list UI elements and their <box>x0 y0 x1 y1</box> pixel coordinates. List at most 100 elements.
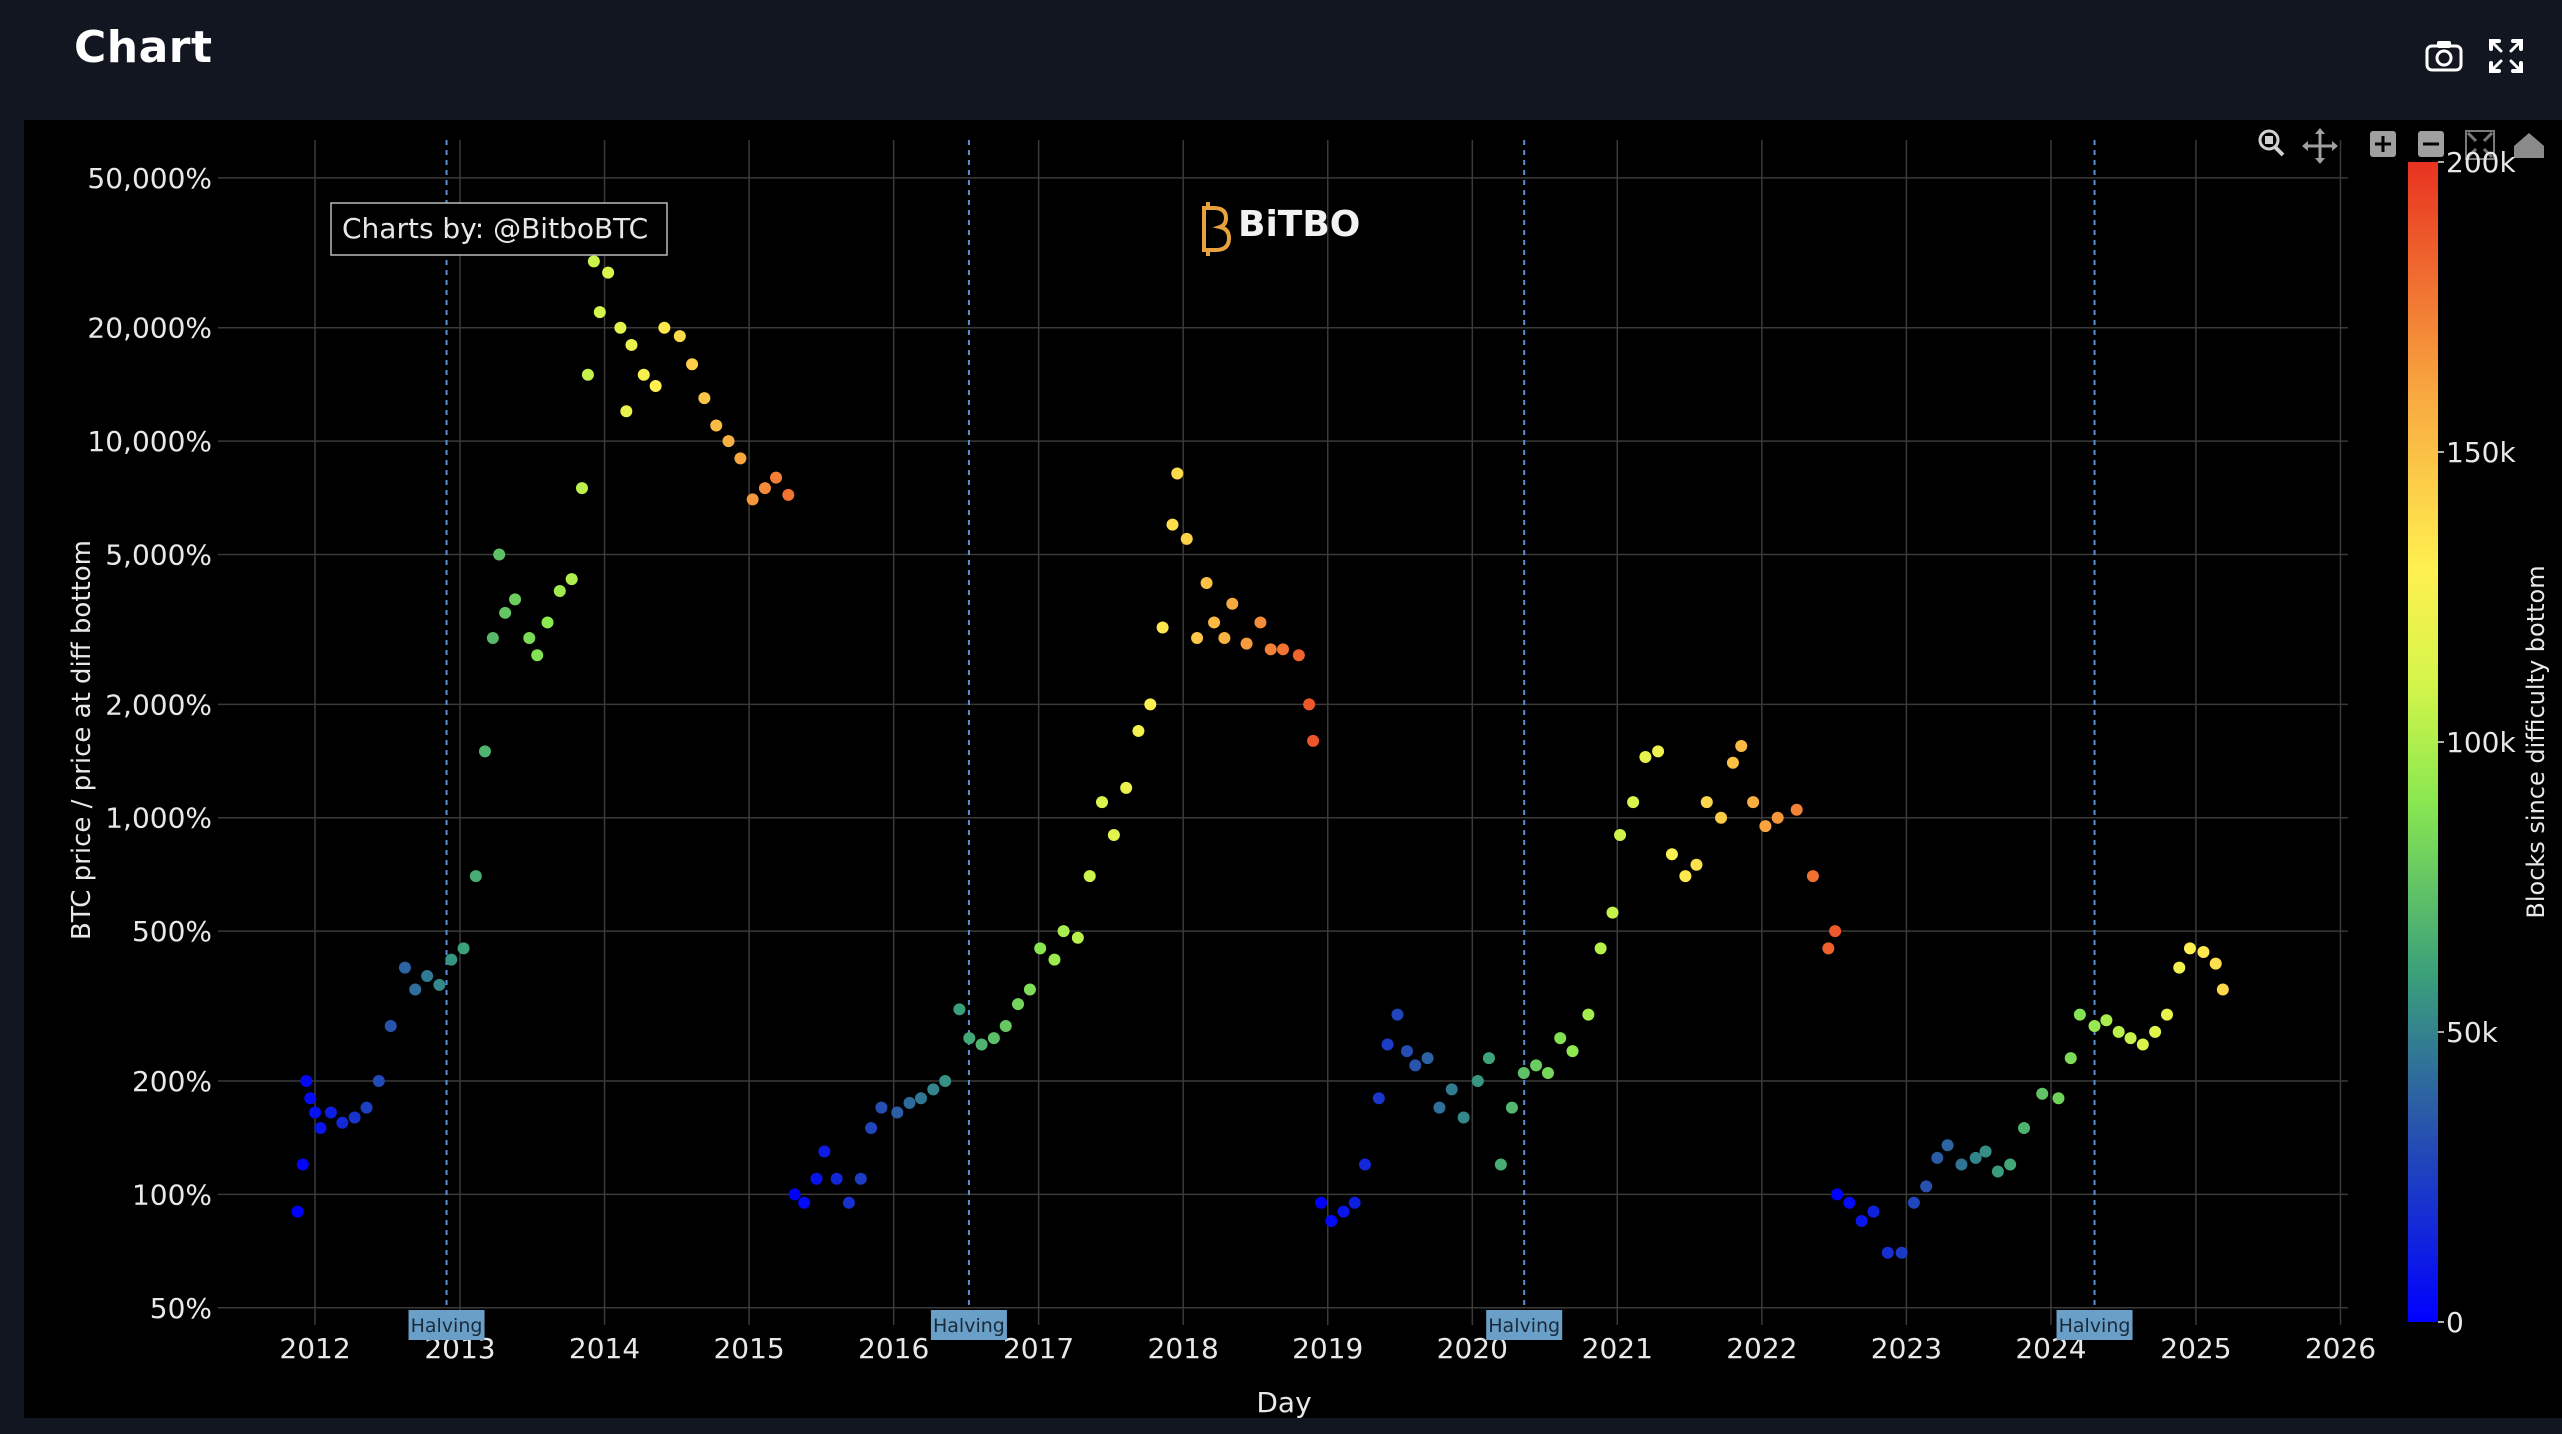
data-point <box>2124 1032 2137 1045</box>
y-axis-title: BTC price / price at diff bottom <box>67 540 97 940</box>
data-points <box>291 255 2229 1259</box>
data-point <box>602 266 615 279</box>
axes: 50% 100% 200% 500% 1,000% 2,000% 5,000% 10,000%… <box>67 162 2376 1419</box>
x-tick-label: 2015 <box>713 1332 784 1365</box>
data-point <box>1012 998 1025 1011</box>
data-point <box>698 392 711 405</box>
data-point <box>1582 1008 1595 1021</box>
data-point <box>939 1075 952 1088</box>
data-point <box>336 1116 349 1129</box>
data-point <box>1180 532 1193 545</box>
y-tick-label: 1,000% <box>105 802 212 835</box>
data-point <box>1348 1196 1361 1209</box>
y-tick-label: 100% <box>132 1178 212 1211</box>
data-point <box>1208 616 1221 629</box>
data-point <box>1790 803 1803 816</box>
data-point <box>875 1101 888 1114</box>
data-point <box>1096 796 1109 809</box>
data-point <box>565 573 578 586</box>
data-point <box>810 1172 823 1185</box>
data-point <box>1606 906 1619 919</box>
pan-icon[interactable] <box>2302 128 2338 164</box>
data-point <box>854 1172 867 1185</box>
data-point <box>999 1019 1012 1032</box>
halving-label: Halving <box>1488 1315 1560 1337</box>
data-point <box>1843 1196 1856 1209</box>
data-point <box>1254 616 1267 629</box>
y-tick-label: 2,000% <box>105 688 212 721</box>
data-point <box>1566 1045 1579 1058</box>
data-point <box>746 493 759 506</box>
data-point <box>541 616 554 629</box>
data-point <box>2036 1087 2049 1100</box>
data-point <box>722 435 735 448</box>
y-tick-label: 5,000% <box>105 538 212 571</box>
data-point <box>314 1122 327 1135</box>
data-point <box>1071 931 1084 944</box>
data-point <box>2149 1025 2162 1038</box>
data-point <box>1771 811 1784 824</box>
data-point <box>1315 1196 1328 1209</box>
data-point <box>409 983 422 996</box>
halving-badge <box>408 1310 485 1340</box>
data-point <box>1400 1045 1413 1058</box>
data-point <box>614 321 627 334</box>
x-tick-label: 2018 <box>1148 1332 1219 1365</box>
home-icon[interactable] <box>2514 133 2544 158</box>
x-axis-title: Day <box>1256 1386 1311 1418</box>
data-point <box>531 649 544 662</box>
data-point <box>1665 848 1678 861</box>
data-point <box>433 978 446 991</box>
data-point <box>1690 858 1703 871</box>
zoom-icon[interactable] <box>2258 129 2285 157</box>
data-point <box>2112 1025 2125 1038</box>
page-title: Chart <box>74 22 213 73</box>
data-point <box>686 358 699 371</box>
fullscreen-icon[interactable] <box>2486 36 2526 76</box>
data-point <box>1700 796 1713 809</box>
data-point <box>1829 925 1842 938</box>
data-point <box>830 1172 843 1185</box>
data-point <box>625 338 638 351</box>
data-point <box>987 1032 1000 1045</box>
data-point <box>710 419 723 432</box>
data-point <box>975 1038 988 1051</box>
data-point <box>296 1158 309 1171</box>
colorbar-tick-label: 50k <box>2446 1016 2499 1049</box>
camera-icon[interactable] <box>2424 36 2464 76</box>
autoscale-icon[interactable] <box>2465 130 2495 160</box>
data-point <box>1358 1158 1371 1171</box>
data-point <box>1421 1052 1434 1065</box>
data-point <box>1806 870 1819 883</box>
data-point <box>1652 745 1665 758</box>
data-point <box>788 1188 801 1201</box>
colorbar-tick-label: 200k <box>2446 146 2516 179</box>
data-point <box>1156 621 1169 634</box>
data-point <box>1433 1101 1446 1114</box>
data-point <box>291 1205 304 1218</box>
logo-text: BiTBO <box>1238 204 1360 245</box>
zoom-in-icon[interactable] <box>2370 131 2396 157</box>
data-point <box>304 1092 317 1105</box>
data-point <box>2073 1008 2086 1021</box>
data-point <box>2088 1019 2101 1032</box>
data-point <box>2004 1158 2017 1171</box>
data-point <box>658 321 671 334</box>
data-point <box>1530 1059 1543 1072</box>
x-tick-label: 2012 <box>279 1332 350 1365</box>
x-tick-label: 2019 <box>1292 1332 1363 1365</box>
data-point <box>384 1019 397 1032</box>
colorbar-title: Blocks since difficulty bottom <box>2522 565 2550 918</box>
data-point <box>1166 518 1179 531</box>
data-point <box>1226 597 1239 610</box>
data-point <box>1855 1214 1868 1227</box>
data-point <box>457 942 470 955</box>
data-point <box>673 330 686 343</box>
btc-chart-svg[interactable]: 50% 100% 200% 500% 1,000% 2,000% 5,000% 10,000%… <box>24 120 2562 1419</box>
x-tick-label: 2026 <box>2305 1332 2376 1365</box>
data-point <box>842 1196 855 1209</box>
data-point <box>1895 1246 1908 1259</box>
data-point <box>324 1106 337 1119</box>
data-point <box>309 1106 322 1119</box>
zoom-out-icon[interactable] <box>2418 131 2444 157</box>
